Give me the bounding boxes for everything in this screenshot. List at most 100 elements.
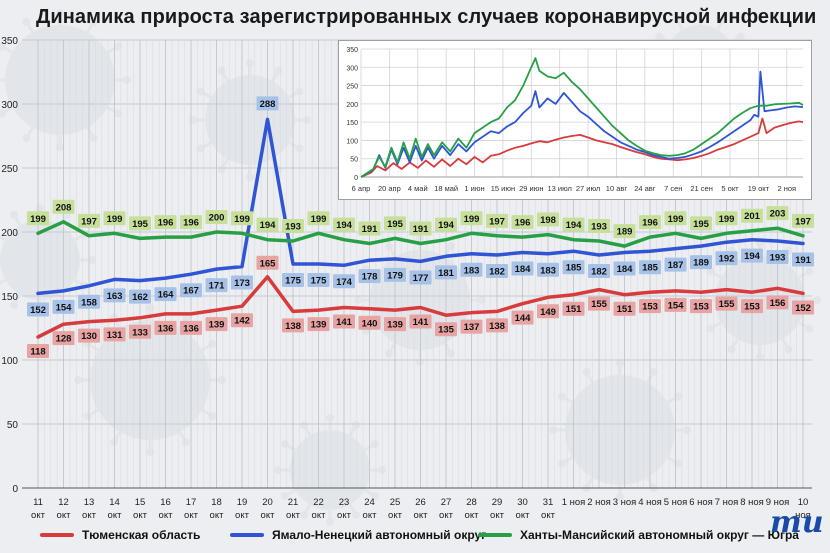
- data-label-box: [103, 211, 126, 226]
- inset-x-tick-label: 1 июн: [464, 184, 484, 193]
- data-label: 198: [537, 212, 559, 227]
- data-label: 141: [409, 314, 432, 329]
- data-label-text: 137: [464, 322, 480, 333]
- data-label-text: 149: [540, 307, 556, 318]
- inset-y-tick-label: 300: [346, 65, 358, 72]
- data-label-box: [639, 260, 661, 275]
- data-label-text: 152: [30, 305, 46, 316]
- data-label-box: [639, 299, 661, 314]
- data-label: 139: [205, 317, 228, 332]
- data-label: 200: [205, 210, 228, 224]
- virus-spike: [709, 270, 722, 279]
- data-label-box: [741, 248, 763, 263]
- inset-x-tick-label: 13 июл: [547, 184, 571, 193]
- data-label-text: 195: [387, 219, 404, 230]
- data-label: 158: [78, 294, 100, 309]
- x-tick-label: 24 окт: [363, 497, 378, 521]
- virus-spike-tip: [672, 15, 681, 24]
- data-label-box: [52, 331, 75, 346]
- data-label-box: [384, 216, 406, 231]
- y-tick-label: 0: [12, 484, 18, 495]
- x-tick-label: 12 окт: [57, 497, 72, 521]
- data-label-text: 189: [693, 258, 709, 269]
- data-label-box: [52, 199, 75, 214]
- virus-spike: [302, 424, 312, 437]
- data-label-box: [613, 261, 636, 276]
- data-label-text: 183: [540, 265, 556, 276]
- data-label: 153: [639, 299, 661, 314]
- x-tick-label-line: 18: [211, 497, 222, 508]
- data-label-box: [333, 217, 355, 232]
- legend-swatch-tyumen: [40, 533, 74, 537]
- data-label-text: 194: [566, 220, 583, 231]
- data-label-text: 185: [642, 263, 659, 274]
- data-label-text: 135: [438, 325, 455, 336]
- data-label-text: 152: [795, 303, 811, 314]
- data-label-box: [715, 251, 738, 266]
- data-label: 118: [27, 343, 49, 358]
- data-label-box: [511, 215, 534, 230]
- inset-series-line-2: [360, 57, 804, 178]
- data-label-text: 199: [719, 214, 735, 225]
- data-label: 162: [129, 289, 151, 304]
- data-label-text: 163: [107, 291, 123, 302]
- data-label-box: [205, 317, 228, 332]
- data-label: 144: [511, 310, 534, 325]
- virus-spike: [0, 278, 7, 285]
- legend-item-yanao: Ямало-Ненецкий автономный округ: [230, 528, 486, 542]
- virus-spike-tip: [88, 256, 96, 264]
- data-label: 199: [460, 211, 483, 226]
- data-label-box: [537, 212, 559, 227]
- data-label-text: 144: [515, 313, 532, 324]
- data-label: 133: [129, 324, 151, 339]
- data-label: 189: [690, 255, 712, 270]
- x-tick-label: 3 ноя: [613, 497, 637, 508]
- data-label-box: [282, 218, 304, 233]
- data-label: 194: [435, 217, 457, 232]
- x-tick-label: 31 окт: [541, 497, 556, 521]
- data-label-text: 158: [81, 297, 97, 308]
- data-label: 197: [486, 213, 508, 228]
- y-tick-label: 100: [1, 356, 18, 367]
- data-label-text: 154: [56, 302, 73, 313]
- virus-spike-tip: [83, 412, 92, 420]
- inset-y-tick-label: 0: [354, 175, 358, 182]
- x-tick-label: 7 ноя: [715, 497, 739, 508]
- virus-spike: [302, 503, 312, 516]
- data-label-text: 182: [591, 267, 607, 278]
- legend-label-tyumen: Тюменская область: [82, 528, 201, 542]
- data-label: 182: [588, 264, 610, 279]
- x-tick-label-line: окт: [57, 510, 72, 521]
- x-tick-label: 11 окт: [31, 497, 46, 521]
- virus-spike: [1, 45, 14, 54]
- virus-spike-tip: [706, 324, 715, 333]
- virus-spike-tip: [246, 173, 254, 181]
- x-tick-label-line: 5 ноя: [664, 497, 688, 508]
- x-tick-label: 25 окт: [388, 497, 403, 521]
- data-label-box: [792, 300, 814, 315]
- inset-series-line-1: [360, 70, 804, 178]
- data-label-text: 187: [668, 260, 684, 271]
- virus-spike-tip: [303, 116, 311, 124]
- x-tick-label-line: 23: [339, 497, 350, 508]
- x-tick-label: 14 окт: [108, 497, 123, 521]
- y-tick-label: 200: [1, 228, 18, 239]
- data-label-text: 200: [209, 213, 225, 224]
- data-label-box: [715, 296, 738, 311]
- x-tick-label-line: 22: [313, 497, 324, 508]
- virus-spike: [716, 18, 725, 31]
- data-label: 156: [766, 295, 789, 310]
- data-label: 185: [639, 260, 661, 275]
- data-label: 199: [715, 211, 738, 226]
- virus-spike-tip: [218, 376, 226, 384]
- x-tick-label-line: 17: [186, 497, 197, 508]
- legend-swatch-yanao: [230, 533, 264, 537]
- x-tick-label-line: окт: [414, 510, 429, 521]
- virus-spike: [798, 321, 811, 330]
- data-label-box: [333, 274, 355, 289]
- virus-spike-tip: [352, 420, 360, 429]
- data-label-box: [741, 208, 763, 223]
- data-label-box: [231, 313, 253, 328]
- data-label: 196: [511, 215, 534, 230]
